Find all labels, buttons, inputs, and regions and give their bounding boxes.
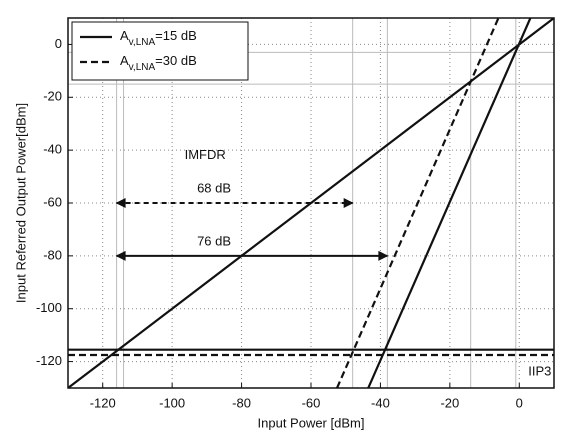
- y-tick-label: -60: [43, 194, 62, 209]
- annotation: IMFDR: [185, 147, 226, 162]
- x-axis-label: Input Power [dBm]: [258, 415, 365, 430]
- legend-label-rest: =30 dB: [155, 53, 197, 68]
- y-tick-label: -20: [43, 89, 62, 104]
- y-tick-label: -40: [43, 142, 62, 157]
- annotation: IIP3: [528, 364, 551, 379]
- x-tick-label: -80: [232, 395, 251, 410]
- legend-label-sub: v,LNA: [129, 37, 156, 48]
- legend-label: Av,LNA=30 dB: [120, 53, 197, 72]
- y-tick-label: -120: [36, 353, 62, 368]
- arrow-label: 68 dB: [197, 180, 231, 195]
- x-tick-label: -120: [90, 395, 116, 410]
- legend-label-sub: v,LNA: [129, 62, 156, 73]
- legend-box: [71, 21, 249, 81]
- legend-label-main: A: [120, 28, 129, 43]
- y-tick-label: -80: [43, 247, 62, 262]
- series-line: [367, 18, 532, 388]
- series-line: [336, 18, 500, 388]
- arrow-label: 76 dB: [197, 233, 231, 248]
- x-tick-label: -60: [302, 395, 321, 410]
- legend-label: Av,LNA=15 dB: [120, 28, 197, 47]
- plot-frame: [67, 17, 555, 389]
- y-tick-label: -100: [36, 300, 62, 315]
- x-tick-label: -20: [440, 395, 459, 410]
- y-axis-label: Input Referred Output Power[dBm]: [13, 103, 28, 303]
- x-tick-label: -40: [371, 395, 390, 410]
- x-tick-label: -100: [159, 395, 185, 410]
- legend-label-rest: =15 dB: [155, 28, 197, 43]
- x-tick-label: 0: [516, 395, 523, 410]
- y-tick-label: 0: [55, 36, 62, 51]
- legend-label-main: A: [120, 53, 129, 68]
